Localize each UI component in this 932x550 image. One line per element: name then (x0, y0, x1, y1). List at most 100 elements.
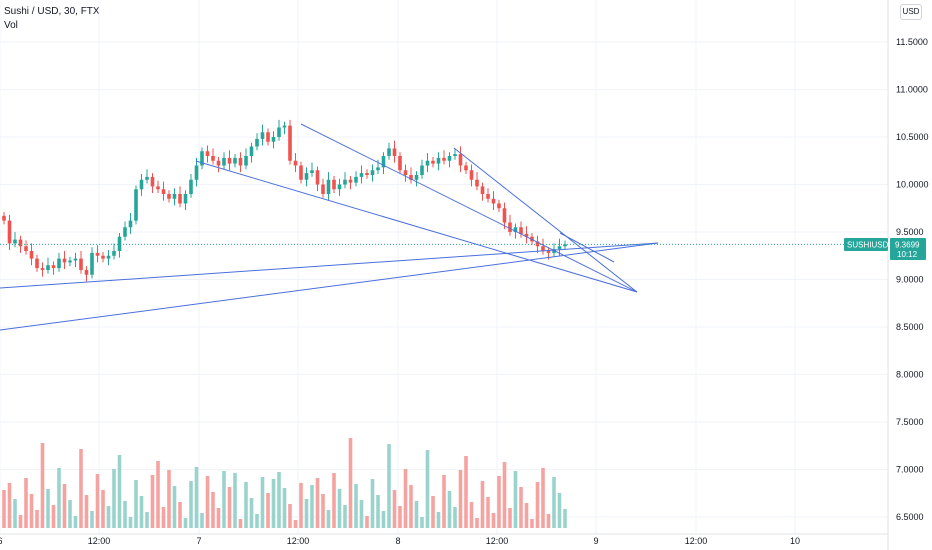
candle-body (194, 165, 199, 180)
candle-body (480, 186, 485, 194)
volume-bar (46, 489, 50, 528)
candle-body (172, 194, 177, 199)
candle-body (117, 236, 122, 251)
candle-body (486, 194, 490, 199)
trend-line (559, 232, 615, 263)
price-tick-label: 10.5000 (896, 132, 929, 142)
candle-body (519, 227, 523, 234)
candle-body (458, 154, 463, 166)
candle-body (51, 265, 56, 269)
candle-body (29, 251, 34, 259)
trend-line (0, 242, 659, 331)
volume-bar (321, 494, 325, 528)
candle-body (436, 157, 441, 164)
candle-body (249, 146, 254, 156)
candle-body (277, 127, 281, 137)
volume-bar (18, 515, 23, 528)
candle-body (57, 258, 61, 269)
candle-body (216, 160, 221, 166)
volume-bar (491, 513, 496, 528)
candle-body (381, 156, 386, 168)
volume-bar (293, 520, 298, 528)
symbol-badge (844, 238, 888, 251)
volume-label: Vol (4, 20, 18, 31)
volume-bar (123, 501, 127, 528)
candle-body (541, 246, 545, 251)
volume-bar (24, 478, 28, 528)
volume-bar (35, 510, 39, 528)
candle-body (425, 160, 430, 166)
candle-body (359, 173, 364, 177)
volume-bar (282, 488, 287, 528)
time-tick-label: 7 (196, 536, 201, 546)
candle-body (189, 179, 193, 194)
volume-bar (266, 493, 270, 528)
candle-body (376, 167, 380, 171)
volume-bar (326, 510, 331, 528)
volume-bar (277, 472, 281, 528)
volume-bar (178, 502, 182, 528)
candle-body (84, 270, 89, 275)
candle-body (238, 157, 243, 166)
candle-body (513, 227, 518, 232)
volume-bar (255, 514, 259, 528)
volume-bar (343, 505, 347, 528)
currency-button[interactable]: USD (900, 4, 922, 20)
volume-bar (40, 443, 45, 528)
time-tick-label: 9 (593, 536, 598, 546)
candle-body (101, 255, 105, 259)
time-tick-label: 12:00 (88, 536, 111, 546)
candle-body (299, 165, 303, 180)
volume-bar (464, 456, 468, 528)
last-price-label: 9.3699 (895, 241, 920, 250)
price-tick-label: 10.0000 (896, 180, 929, 190)
volume-bar (299, 483, 303, 528)
volume-bar (414, 501, 419, 528)
volume-bar (13, 499, 17, 528)
volume-bar (68, 500, 72, 528)
time-tick-label: 12:00 (486, 536, 509, 546)
candle-body (348, 179, 353, 183)
volume-bar (244, 482, 248, 528)
volume-bar (524, 503, 529, 528)
volume-bar (205, 476, 210, 528)
candle-body (260, 132, 265, 139)
volume-bar (480, 481, 485, 528)
candle-body (431, 160, 435, 164)
price-tick-label: 6.5000 (896, 512, 924, 522)
candle-body (447, 156, 452, 161)
candle-body (222, 157, 226, 166)
volume-bar (486, 497, 490, 528)
last-price-badge (890, 238, 926, 260)
candle-body (304, 173, 309, 180)
volume-bar (249, 498, 254, 528)
candle-body (321, 184, 325, 194)
volume-bar (310, 485, 314, 528)
candle-body (95, 252, 100, 256)
volume-bar (216, 508, 221, 528)
volume-bar (51, 505, 56, 528)
price-tick-label: 7.5000 (896, 417, 924, 427)
candle-body (337, 184, 342, 190)
volume-bar (392, 490, 397, 528)
volume-bar (530, 519, 534, 528)
volume-bar (189, 481, 193, 528)
candle-body (524, 233, 529, 237)
volume-bar (376, 495, 380, 528)
candle-body (156, 186, 160, 190)
candle-body (343, 179, 347, 185)
candle-body (288, 125, 292, 161)
volume-bar (557, 493, 562, 528)
candle-body (7, 220, 12, 244)
candle-body (271, 137, 276, 142)
price-tick-label: 8.0000 (896, 370, 924, 380)
candle-body (68, 260, 72, 263)
volume-bar (365, 516, 369, 528)
time-tick-label: 10 (790, 536, 800, 546)
candle-body (354, 176, 358, 183)
candle-body (326, 179, 331, 194)
volume-bar (150, 475, 155, 528)
candle-body (178, 194, 182, 204)
volume-bar (106, 506, 111, 528)
